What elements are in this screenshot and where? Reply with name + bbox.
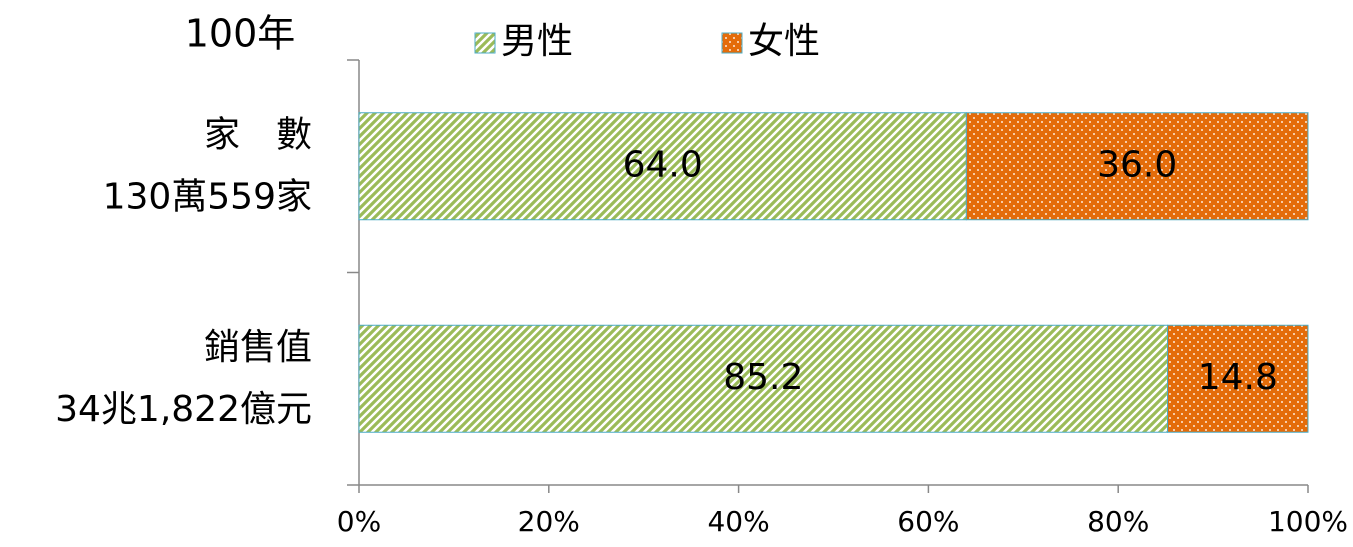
category-label: 34兆1,822億元 [55,389,312,430]
legend-label: 男性 [501,21,573,62]
x-tick-label: 0% [337,505,381,538]
bar-segment [358,112,967,221]
legend-swatch [721,32,743,54]
category-label: 130萬559家 [103,176,312,217]
legend-swatch [474,32,496,54]
chart-title: 100年 [185,12,296,56]
value-label: 85.2 [723,357,803,398]
category-label: 家 數 [204,114,312,155]
x-tick-label: 20% [518,505,580,538]
value-label: 14.8 [1198,357,1278,398]
x-tick-label: 80% [1087,505,1149,538]
legend-label: 女性 [748,21,820,62]
bar-segment [358,324,1169,433]
x-tick-label: 60% [897,505,959,538]
value-label: 64.0 [623,144,703,185]
x-tick-label: 100% [1268,505,1348,538]
category-label: 銷售值 [204,327,312,368]
value-label: 36.0 [1097,144,1177,185]
x-tick-label: 40% [707,505,769,538]
bar-segment [965,112,1309,221]
bar-segment [1167,324,1309,433]
